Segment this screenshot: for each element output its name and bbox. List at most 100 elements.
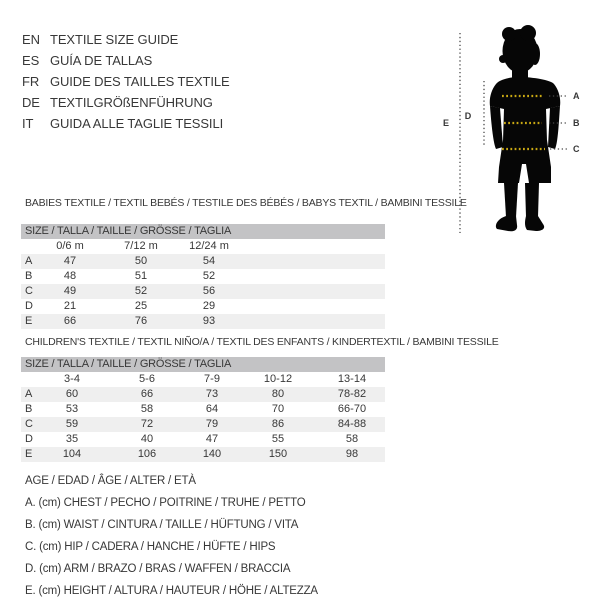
cell: 106	[137, 448, 157, 460]
cell: 84-88	[337, 418, 367, 430]
table-row-d: D 21 25 29	[21, 299, 385, 314]
language-row-de: DE TEXTILGRÖßENFÜHRUNG	[22, 92, 230, 113]
column-header-row: 3-4 5-6 7-9 10-12 13-14	[21, 372, 385, 387]
children-section-title: CHILDREN'S TEXTILE / TEXTIL NIÑO/A / TEX…	[25, 336, 499, 348]
language-row-it: IT GUIDA ALLE TAGLIE TESSILI	[22, 113, 230, 134]
cell: 150	[268, 448, 288, 460]
language-label: TEXTILGRÖßENFÜHRUNG	[50, 95, 213, 110]
child-silhouette-icon	[489, 25, 561, 232]
column-header: 5-6	[139, 373, 155, 385]
cell: 58	[140, 403, 154, 415]
language-code: EN	[22, 32, 40, 47]
table-row-b: B 53 58 64 70 66-70	[21, 402, 385, 417]
cell: 59	[65, 418, 79, 430]
measurement-legend: AGE / EDAD / ÂGE / ALTER / ETÀ A. (cm) C…	[25, 470, 318, 600]
cell: 51	[134, 270, 148, 282]
column-header: 3-4	[64, 373, 80, 385]
column-header: 10-12	[263, 373, 293, 385]
cell: 60	[65, 388, 79, 400]
cell: 93	[202, 315, 216, 327]
column-header: 7-9	[204, 373, 220, 385]
cell: 25	[134, 300, 148, 312]
cell: 66	[140, 388, 154, 400]
language-code: IT	[22, 116, 34, 131]
table-row-d: D 35 40 47 55 58	[21, 432, 385, 447]
cell: 76	[134, 315, 148, 327]
row-label: D	[25, 300, 33, 312]
language-list: EN TEXTILE SIZE GUIDE ES GUÍA DE TALLAS …	[22, 29, 230, 134]
language-code: ES	[22, 53, 40, 68]
size-header-bar: SIZE / TALLA / TAILLE / GRÖSSE / TAGLIA	[21, 357, 385, 372]
cell: 140	[202, 448, 222, 460]
cell: 86	[271, 418, 285, 430]
row-label: C	[25, 285, 33, 297]
measure-label-e: E	[443, 118, 449, 128]
language-row-en: EN TEXTILE SIZE GUIDE	[22, 29, 230, 50]
table-row-e: E 66 76 93	[21, 314, 385, 329]
cell: 47	[205, 433, 219, 445]
cell: 55	[271, 433, 285, 445]
language-row-fr: FR GUIDE DES TAILLES TEXTILE	[22, 71, 230, 92]
cell: 73	[205, 388, 219, 400]
legend-hip: C. (cm) HIP / CADERA / HANCHE / HÜFTE / …	[25, 541, 276, 553]
cell: 52	[134, 285, 148, 297]
language-label: GUIDA ALLE TAGLIE TESSILI	[50, 116, 224, 131]
language-code: FR	[22, 74, 40, 89]
legend-chest: A. (cm) CHEST / PECHO / POITRINE / TRUHE…	[25, 497, 306, 509]
measure-label-d: D	[465, 111, 472, 121]
cell: 56	[202, 285, 216, 297]
cell: 98	[345, 448, 359, 460]
table-row-a: A 60 66 73 80 78-82	[21, 387, 385, 402]
language-label: TEXTILE SIZE GUIDE	[50, 32, 179, 47]
cell: 40	[140, 433, 154, 445]
cell: 104	[62, 448, 82, 460]
table-row-c: C 49 52 56	[21, 284, 385, 299]
table-row-a: A 47 50 54	[21, 254, 385, 269]
cell: 52	[202, 270, 216, 282]
row-label: B	[25, 270, 33, 282]
column-header: 12/24 m	[189, 240, 229, 252]
cell: 66-70	[337, 403, 367, 415]
cell: 35	[65, 433, 79, 445]
cell: 78-82	[337, 388, 367, 400]
cell: 58	[345, 433, 359, 445]
corner-cell	[21, 239, 47, 254]
cell: 66	[63, 315, 77, 327]
cell: 50	[134, 255, 148, 267]
cell: 64	[205, 403, 219, 415]
cell: 72	[140, 418, 154, 430]
babies-section-title: BABIES TEXTILE / TEXTIL BEBÉS / TESTILE …	[25, 197, 467, 209]
measure-label-b: B	[573, 118, 580, 128]
language-code: DE	[22, 95, 40, 110]
row-label: A	[25, 388, 33, 400]
size-header-bar: SIZE / TALLA / TAILLE / GRÖSSE / TAGLIA	[21, 224, 385, 239]
cell: 48	[63, 270, 77, 282]
row-label: C	[25, 418, 33, 430]
cell: 21	[63, 300, 77, 312]
corner-cell	[21, 372, 47, 387]
cell: 70	[271, 403, 285, 415]
language-row-es: ES GUÍA DE TALLAS	[22, 50, 230, 71]
cell: 47	[63, 255, 77, 267]
table-row-e: E 104 106 140 150 98	[21, 447, 385, 462]
table-row-b: B 48 51 52	[21, 269, 385, 284]
legend-age: AGE / EDAD / ÂGE / ALTER / ETÀ	[25, 475, 196, 487]
language-label: GUÍA DE TALLAS	[50, 53, 153, 68]
cell: 54	[202, 255, 216, 267]
column-header: 0/6 m	[56, 240, 84, 252]
measure-label-c: C	[573, 144, 580, 154]
measure-label-a: A	[573, 91, 580, 101]
column-header: 13-14	[337, 373, 367, 385]
cell: 49	[63, 285, 77, 297]
row-label: E	[25, 315, 33, 327]
cell: 29	[202, 300, 216, 312]
cell: 53	[65, 403, 79, 415]
row-label: A	[25, 255, 33, 267]
legend-waist: B. (cm) WAIST / CINTURA / TAILLE / HÜFTU…	[25, 519, 299, 531]
legend-arm: D. (cm) ARM / BRAZO / BRAS / WAFFEN / BR…	[25, 563, 291, 575]
legend-height: E. (cm) HEIGHT / ALTURA / HAUTEUR / HÖHE…	[25, 585, 318, 597]
table-row-c: C 59 72 79 86 84-88	[21, 417, 385, 432]
babies-size-table: SIZE / TALLA / TAILLE / GRÖSSE / TAGLIA …	[21, 224, 385, 329]
row-label: B	[25, 403, 33, 415]
row-label: E	[25, 448, 33, 460]
